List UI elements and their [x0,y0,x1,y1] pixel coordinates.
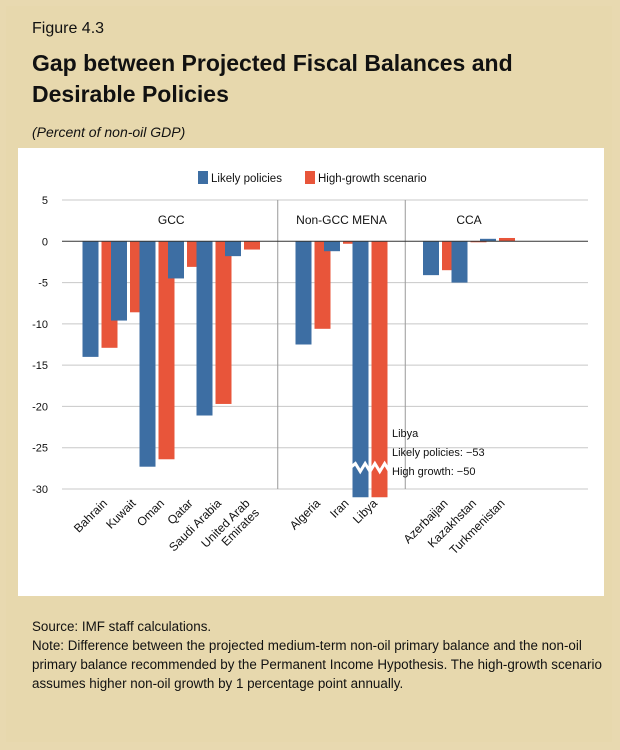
y-tick-label: -20 [32,401,48,413]
x-tick-label-line: Algeria [287,496,324,533]
bar [423,241,439,276]
x-tick-label: Libya [350,496,380,526]
bar [139,241,156,467]
libya-annotation: High growth: −50 [392,466,475,478]
x-tick-label: Bahrain [71,496,110,535]
bar [343,241,359,244]
bar-chart: 5 0 -5 -10 -15 -20 -25 -30 Likely policies High-g… [32,171,588,557]
bar [168,241,184,279]
x-tick-label: Algeria [287,496,324,533]
x-tick-label-line: Kuwait [103,496,139,532]
bar [111,241,127,321]
y-tick-label: -25 [32,443,48,455]
y-tick-label: -30 [32,484,48,496]
x-tick-label: Iran [327,496,352,521]
y-tick-label: 5 [42,195,48,207]
group-label: Non-GCC MENA [296,213,387,227]
group-label: CCA [456,213,481,227]
legend-swatch [198,171,208,184]
footnotes: Source: IMF staff calculations. Note: Di… [32,617,602,693]
chart-subtitle: (Percent of non-oil GDP) [32,124,186,140]
explanatory-note: Note: Difference between the projected m… [32,638,602,691]
plot-area: 5 0 -5 -10 -15 -20 -25 -30 Likely policies High-g… [18,148,604,596]
bar [314,241,331,329]
libya-annotation: Likely policies: −53 [392,447,485,459]
figure-label: Figure 4.3 [32,20,105,37]
y-tick-label: -5 [38,278,48,290]
bar [480,238,496,242]
bar-truncated [352,241,369,498]
group-label: GCC [158,213,185,227]
chart-title: Gap between Projected Fiscal Balances an… [32,50,513,107]
legend-label: Likely policies [211,173,282,185]
bar [225,241,241,257]
y-tick-label: -15 [32,360,48,372]
bar [499,237,515,242]
x-tick-label-line: Libya [350,496,380,526]
bar [82,241,99,357]
bar [295,241,312,345]
bar [158,241,175,460]
legend-label: High-growth scenario [318,173,427,185]
axis-break-marker [349,460,391,475]
bar [451,241,468,283]
bar [324,241,340,252]
y-tick-label: 0 [42,236,48,248]
x-tick-label-line: Bahrain [71,496,110,535]
legend-swatch [305,171,315,184]
bar [215,241,232,404]
source-note: Source: IMF staff calculations. [32,619,212,634]
bar [196,241,213,416]
bar [244,241,260,250]
libya-annotation: Libya [392,428,419,440]
bar-truncated [371,241,388,498]
y-tick-label: -10 [32,319,48,331]
x-tick-label-line: Iran [327,496,352,521]
x-tick-label-line: Oman [134,496,167,529]
x-tick-label: Oman [134,496,167,529]
x-tick-label: Kuwait [103,496,139,532]
